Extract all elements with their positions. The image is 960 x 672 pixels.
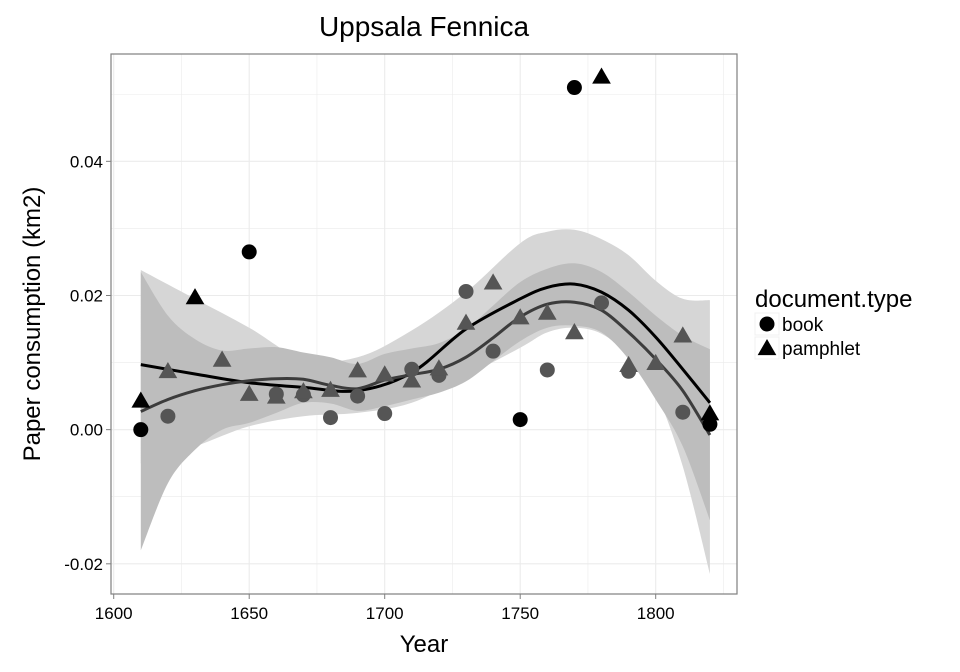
point-pamphlet (212, 350, 232, 367)
point-pamphlet (158, 361, 178, 379)
point-book (160, 408, 176, 424)
x-tick-label: 1700 (366, 604, 404, 623)
x-tick-label: 1650 (230, 604, 268, 623)
y-axis: -0.02 0.00 0.02 0.04 (64, 152, 111, 574)
point-pamphlet (456, 313, 476, 330)
x-tick-label: 1800 (637, 604, 675, 623)
point-book (512, 412, 528, 428)
smooth-line-dark (140, 282, 712, 404)
point-pamphlet (185, 288, 205, 305)
y-tick-label: -0.02 (64, 555, 103, 574)
legend-label-pamphlet: pamphlet (782, 339, 861, 360)
x-axis: 1600 1650 1700 1750 1800 (95, 594, 675, 623)
point-book (539, 362, 555, 378)
point-pamphlet (673, 326, 693, 343)
point-book (133, 422, 149, 438)
point-pamphlet (537, 303, 557, 320)
chart-title: Uppsala Fennica (319, 11, 530, 42)
data-points (131, 67, 720, 438)
confidence-band-gray (140, 263, 710, 551)
x-tick-label: 1750 (501, 604, 539, 623)
legend-entries: book pamphlet (754, 312, 861, 360)
point-pamphlet (239, 384, 259, 401)
x-tick-label: 1600 (95, 604, 133, 623)
point-pamphlet (483, 273, 503, 290)
legend-symbol-pamphlet (757, 338, 777, 356)
smooth-line-gray (140, 300, 712, 436)
y-tick-label: 0.04 (70, 152, 103, 171)
legend-symbol-book (759, 316, 775, 332)
point-book (594, 295, 610, 311)
y-tick-label: 0.02 (70, 286, 103, 305)
smooth-lines (140, 282, 712, 436)
point-pamphlet (266, 387, 286, 404)
point-pamphlet (510, 308, 530, 325)
point-book (702, 416, 718, 432)
point-pamphlet (429, 359, 449, 376)
point-book (377, 406, 393, 422)
point-book (323, 410, 339, 426)
point-book (350, 388, 366, 404)
point-book (485, 343, 501, 359)
legend-title: document.type (755, 286, 912, 313)
x-axis-title: Year (400, 631, 449, 658)
point-book (404, 361, 420, 377)
point-pamphlet (348, 361, 367, 378)
point-pamphlet (131, 391, 151, 408)
point-book (241, 244, 257, 260)
point-pamphlet (700, 404, 720, 421)
plot-border (110, 53, 738, 595)
point-book (458, 283, 474, 299)
legend-label-book: book (782, 315, 824, 336)
y-tick-label: 0.00 (70, 421, 103, 440)
point-pamphlet (321, 380, 340, 397)
point-pamphlet (294, 382, 313, 399)
legend: document.type book pamphlet (754, 286, 912, 360)
point-pamphlet (619, 355, 638, 373)
point-pamphlet (402, 371, 422, 388)
point-pamphlet (375, 365, 395, 382)
confidence-bands (140, 229, 710, 574)
y-axis-title: Paper consumption (km2) (19, 187, 46, 462)
point-pamphlet (646, 353, 666, 371)
point-pamphlet (565, 323, 584, 340)
point-book (566, 80, 582, 96)
point-pamphlet (592, 67, 611, 84)
point-book (675, 404, 691, 420)
